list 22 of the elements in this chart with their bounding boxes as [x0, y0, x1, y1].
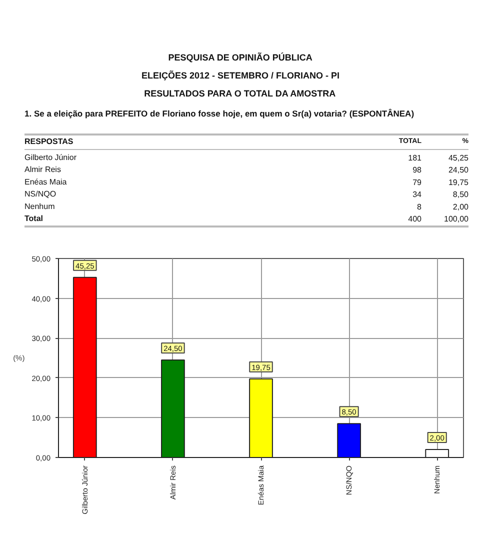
text: RESPOSTAS: [24, 137, 74, 146]
data-label: 181: [408, 154, 422, 162]
data-label: 400: [408, 214, 422, 224]
category-label: NS/NQO: [24, 190, 56, 199]
data-label: 2,00: [452, 202, 470, 212]
data-label: 79: [412, 178, 422, 187]
category-label: Gilberto Júnior: [24, 153, 77, 162]
text: PESQUISA DE OPINIÃO PÚBLICA: [168, 52, 313, 62]
category-label: Total: [24, 214, 44, 223]
data-label: 98: [412, 166, 422, 175]
category-label: Enéas Maia: [24, 177, 68, 186]
text: ELEIÇÕES 2012 - SETEMBRO / FLORIANO - PI RESULTADOS PARA O TOTAL DA AMOSTRA: [141, 70, 340, 98]
data-label: 100,00: [444, 214, 470, 224]
text: 1. Se a eleição para PREFEITO de Floriano fosse hoje, em quem o Sr(a) votaria? (ESPONTÂNEA): [24, 108, 414, 118]
data-label: 34: [412, 190, 422, 200]
data-label: 8,50: [452, 190, 470, 200]
data-label: 24,50: [448, 166, 470, 175]
data-label: 8: [417, 202, 422, 212]
category-label: Almir Reis: [24, 165, 61, 174]
data-label: 19,75: [448, 178, 470, 187]
data-label: 45,25: [448, 154, 470, 162]
category-label: Nenhum: [24, 202, 56, 211]
